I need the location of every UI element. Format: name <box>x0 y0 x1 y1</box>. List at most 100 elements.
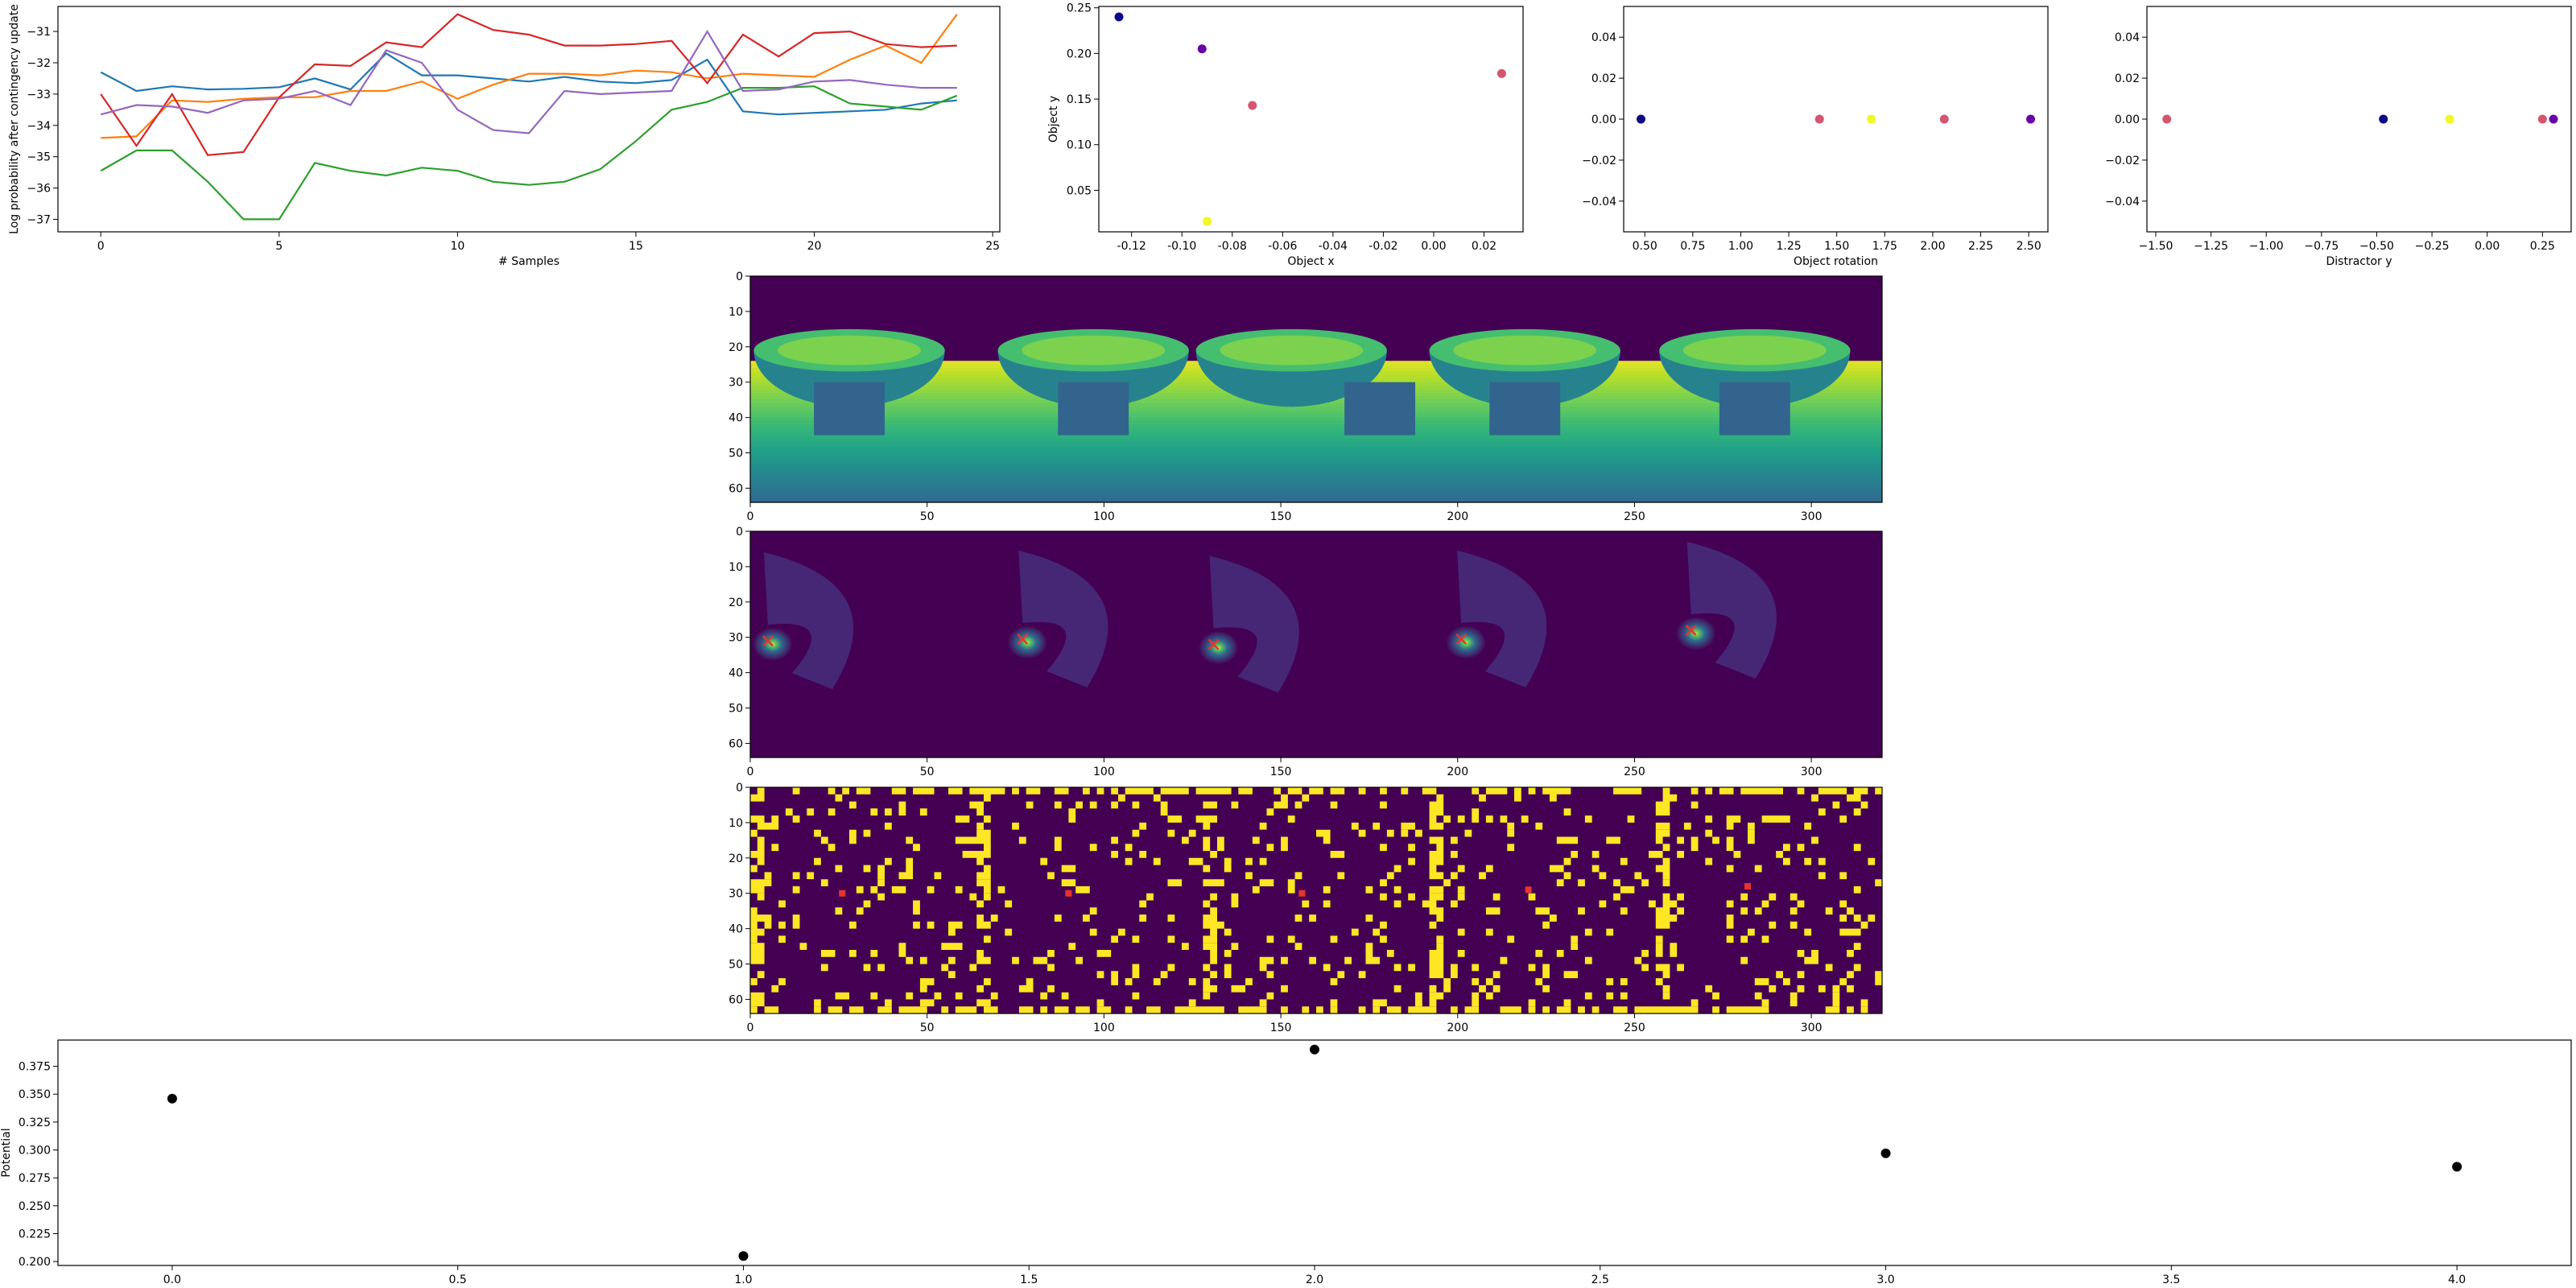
axes-potential: 0.0 0.5 1.0 1.5 2.0 2.5 3.0 3.5 4.0 0.200 0.225 0.2… <box>0 1039 2572 1286</box>
axes-frame <box>1623 6 2049 233</box>
y-tick-label: 0 <box>736 782 743 795</box>
y-tick-label: 40 <box>729 923 743 936</box>
likelihood-peak <box>1447 625 1486 658</box>
bowl-inner <box>1220 335 1364 365</box>
y-tick-label: 0.00 <box>1591 114 1616 126</box>
floor-row <box>750 410 1882 415</box>
y-tick-label: 0.15 <box>1067 93 1092 106</box>
x-tick-label: 0 <box>747 510 754 523</box>
floor-row <box>750 481 1882 485</box>
floor-row <box>750 477 1882 482</box>
y-tick-label: 30 <box>729 632 743 645</box>
scatter-point <box>1202 217 1212 226</box>
y-axis-label: Potential <box>0 1128 13 1177</box>
y-tick-label: −35 <box>27 151 51 164</box>
x-tick-label: -0.04 <box>1319 240 1348 253</box>
scatter-point <box>1197 44 1207 54</box>
x-tick-label: 1.0 <box>734 1274 752 1286</box>
x-tick-label: 50 <box>920 510 935 523</box>
floor-row <box>750 442 1882 447</box>
x-tick-label: 2.0 <box>1306 1274 1323 1286</box>
x-tick-label: 0.75 <box>1680 240 1705 253</box>
y-tick-label: 0.02 <box>2115 72 2140 85</box>
x-tick-label: 0.50 <box>1633 240 1657 253</box>
x-tick-label: 25 <box>985 240 1000 253</box>
y-tick-label: 0 <box>736 270 743 283</box>
y-tick-label: 60 <box>729 482 743 495</box>
y-tick-label: 0.375 <box>19 1061 51 1074</box>
floor-row <box>750 403 1882 408</box>
x-tick-label: 1.25 <box>1776 240 1801 253</box>
x-tick-label: 10 <box>450 240 464 253</box>
floor-row <box>750 407 1882 411</box>
mask-image <box>750 787 1882 1013</box>
x-tick-label: 0.00 <box>2475 240 2500 253</box>
y-axis-label: Log probability after contingency update <box>8 4 21 234</box>
x-axis-label: # Samples <box>498 255 559 268</box>
x-tick-label: 300 <box>1801 1022 1823 1034</box>
y-tick-label: −0.04 <box>1582 196 1616 208</box>
y-tick-label: 0.04 <box>1591 31 1616 44</box>
stand <box>1344 382 1416 436</box>
scatter-point <box>1636 114 1645 124</box>
scatter-point <box>2026 114 2036 124</box>
peak-marker <box>1455 634 1468 645</box>
likelihood-peak <box>1199 631 1238 664</box>
floor-row <box>750 445 1882 450</box>
bowl-inner <box>778 335 921 365</box>
background <box>750 787 1882 1013</box>
scatter-point <box>2537 114 2547 124</box>
x-axis-label: Object x <box>1287 255 1334 268</box>
floor-row <box>750 463 1882 468</box>
scatter-point <box>1939 114 1949 124</box>
x-tick-label: 20 <box>807 240 822 253</box>
x-tick-label: 200 <box>1447 1022 1468 1034</box>
y-tick-label: −36 <box>27 183 51 196</box>
y-tick-label: 10 <box>729 817 743 830</box>
plot-area <box>1636 114 2036 124</box>
x-tick-label: 250 <box>1624 510 1645 523</box>
y-tick-label: 0.00 <box>2115 114 2140 126</box>
y-tick-label: 0.300 <box>19 1145 51 1158</box>
y-tick-label: 0.10 <box>1067 139 1092 152</box>
scatter-point <box>1814 114 1824 124</box>
x-tick-label: 2.5 <box>1591 1274 1609 1286</box>
scatter-point <box>2452 1162 2462 1172</box>
y-tick-label: 10 <box>729 306 743 319</box>
floor-row <box>750 485 1882 489</box>
y-tick-label: −0.02 <box>2105 155 2140 167</box>
x-tick-label: 2.50 <box>2017 240 2041 253</box>
x-tick-label: 300 <box>1801 766 1823 778</box>
floor-row <box>750 495 1882 500</box>
x-tick-label: 50 <box>920 1022 935 1034</box>
axes-frame <box>749 786 1883 1014</box>
floor-row <box>750 467 1882 472</box>
x-tick-label: 5 <box>275 240 283 253</box>
x-tick-label: −0.25 <box>2415 240 2450 253</box>
x-tick-label: 1.75 <box>1872 240 1897 253</box>
axes-frame <box>57 6 1001 233</box>
y-tick-label: 0.20 <box>1067 47 1092 60</box>
x-tick-label: 1.50 <box>1824 240 1849 253</box>
bowl-inner <box>1022 335 1166 365</box>
series-line-0 <box>100 52 957 116</box>
y-tick-label: 0.25 <box>1067 2 1092 15</box>
y-tick-label: 0.04 <box>2115 31 2140 44</box>
x-tick-label: 4.0 <box>2448 1274 2466 1286</box>
mask-marker <box>1525 886 1532 894</box>
x-tick-label: 150 <box>1270 510 1292 523</box>
floor-row <box>750 460 1882 464</box>
stand <box>814 382 885 436</box>
y-tick-label: 0.325 <box>19 1117 51 1129</box>
y-tick-label: −33 <box>27 89 51 101</box>
x-tick-label: 250 <box>1624 766 1645 778</box>
floor-row <box>750 438 1882 443</box>
y-tick-label: 0 <box>736 526 743 539</box>
series-line-2 <box>100 85 958 221</box>
y-tick-label: −37 <box>27 213 51 226</box>
plot-area <box>167 1044 2462 1261</box>
likelihood-halo <box>1457 550 1547 687</box>
series-line-3 <box>100 13 957 156</box>
scatter-point <box>1310 1044 1319 1055</box>
